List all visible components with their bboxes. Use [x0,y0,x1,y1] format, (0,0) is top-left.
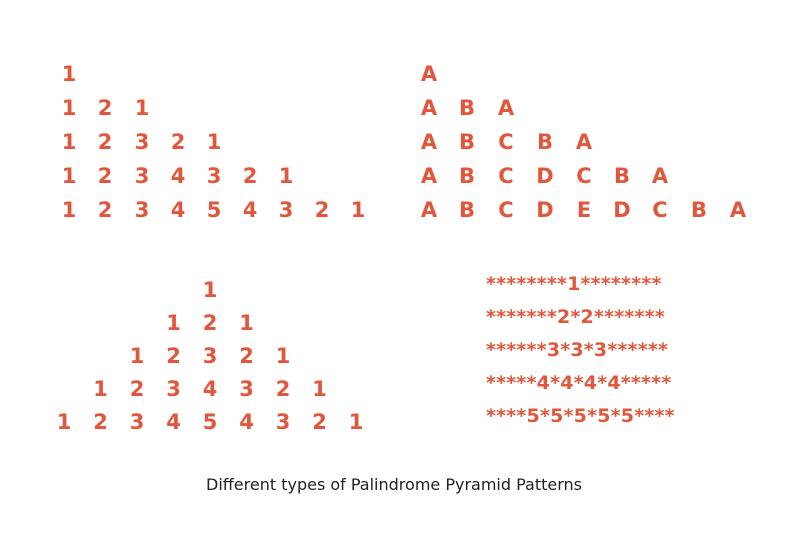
pattern-cell: B [536,130,553,154]
pattern-cell: 2 [97,96,113,120]
pattern-cell: B [458,96,475,120]
pattern-cell: 1 [206,130,222,154]
pattern-cell: 3 [275,410,291,434]
pattern-cell: 3 [134,164,150,188]
pattern-cell: 1 [61,198,77,222]
pattern-cell: 4 [170,164,186,188]
pattern-cell: 2 [314,198,330,222]
pattern-cell: B [458,198,475,222]
pattern-cell: B [458,130,475,154]
pattern-cell: 1 [312,377,327,401]
pattern-cell: B [690,198,707,222]
pattern-cell: 1 [134,96,150,120]
pattern-cell: 2 [202,311,218,335]
star-row: *******2*2******* [486,306,665,328]
pattern-cell: D [613,198,631,222]
pattern-cell: D [536,164,554,188]
pattern-cell: 1 [61,96,77,120]
pattern-cell: C [652,198,668,222]
pattern-cell: 1 [61,164,77,188]
pattern-cell: 2 [275,377,291,401]
pattern-cell: 1 [166,311,181,335]
pattern-cell: E [576,198,592,222]
pattern-cell: B [458,164,475,188]
pattern-cell: 2 [97,130,113,154]
pattern-cell: 3 [166,377,181,401]
pattern-cell: C [498,130,514,154]
pattern-cell: 3 [278,198,294,222]
pattern-cell: 3 [134,198,150,222]
pattern-cell: 4 [202,377,218,401]
caption: Different types of Palindrome Pyramid Pa… [206,475,582,494]
pattern-cell: 4 [166,410,181,434]
pattern-cell: A [420,164,438,188]
pattern-cell: 2 [129,377,145,401]
pattern-cell: 4 [242,198,258,222]
pattern-cell: 1 [129,344,145,368]
pattern-cell: 3 [202,344,218,368]
pattern-cell: 3 [134,130,150,154]
pattern-cell: B [613,164,630,188]
pattern-cell: 1 [61,130,77,154]
pattern-cell: 1 [202,278,218,302]
pattern-cell: C [576,164,592,188]
pattern-cell: 1 [61,62,77,86]
pattern-cell: C [498,198,514,222]
pattern-cell: A [575,130,593,154]
pattern-cell: 2 [166,344,181,368]
pattern-cell: 1 [275,344,291,368]
pattern-cell: 2 [242,164,258,188]
pattern-cell: 5 [206,198,222,222]
star-row: *****4*4*4*4***** [486,372,672,394]
pattern-cell: 2 [239,344,254,368]
pattern-cell: A [497,96,515,120]
pattern-cell: 1 [239,311,254,335]
pattern-cell: 5 [202,410,218,434]
pattern-cell: 1 [350,198,366,222]
pattern-cell: 1 [56,410,72,434]
pattern-cell: 1 [278,164,294,188]
pattern-cell: 2 [170,130,186,154]
pattern-cell: 3 [129,410,145,434]
pattern-cell: 4 [239,410,254,434]
pattern-cell: 2 [97,164,113,188]
pattern-cell: A [420,96,438,120]
pattern-cell: 1 [93,377,108,401]
pattern-cell: C [498,164,514,188]
pattern-cell: 2 [312,410,327,434]
star-row: ****5*5*5*5*5**** [486,405,675,427]
pattern-cell: 3 [206,164,222,188]
pattern-cell: A [420,62,438,86]
pattern-cell: A [651,164,669,188]
pattern-cell: 3 [239,377,254,401]
pattern-cell: 2 [97,198,113,222]
pattern-cell: 1 [348,410,364,434]
star-row: ********1******** [486,273,662,295]
pattern-cell: 2 [93,410,108,434]
pattern-cell: D [536,198,554,222]
pattern-cell: A [729,198,747,222]
pattern-cell: A [420,130,438,154]
pattern-cell: A [420,198,438,222]
pattern-cell: 4 [170,198,186,222]
star-row: ******3*3*3****** [486,339,669,361]
